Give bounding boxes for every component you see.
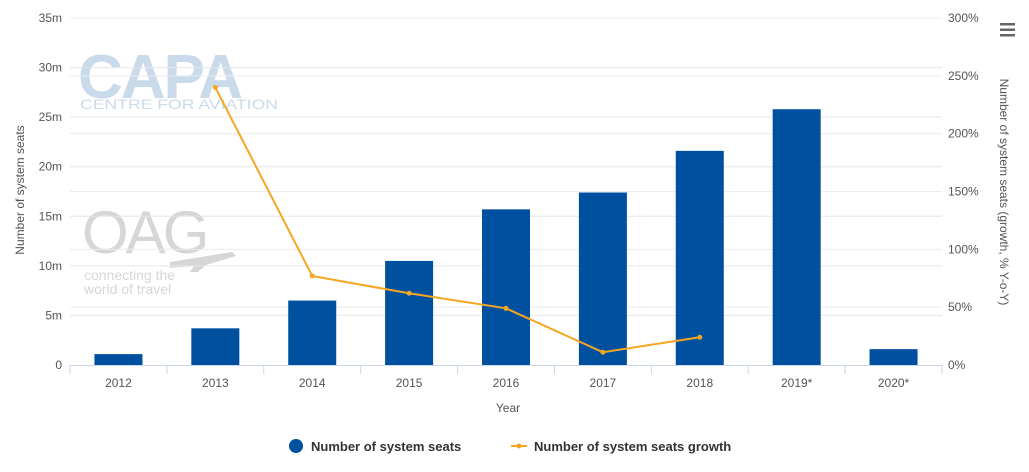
oag-logo-watermark: OAG (82, 199, 206, 266)
y2-tick-label: 0% (948, 358, 966, 372)
growth-point[interactable] (600, 349, 606, 355)
growth-point[interactable] (697, 334, 703, 340)
growth-point[interactable] (309, 273, 315, 279)
line-series (212, 84, 703, 355)
x-tick-label: 2013 (202, 376, 229, 390)
bar-series (94, 109, 918, 365)
x-tick-label: 2015 (396, 376, 423, 390)
legend-marker-growth-dot (516, 443, 522, 449)
oag-tagline-line2-watermark: world of travel (83, 281, 171, 297)
x-tick-label: 2017 (590, 376, 617, 390)
x-tick-label: 2020* (878, 376, 910, 390)
y2-tick-label: 250% (948, 69, 979, 83)
y-tick-label: 10m (39, 259, 62, 273)
y-tick-label: 5m (45, 308, 62, 322)
bar-2015[interactable] (385, 260, 434, 365)
y-tick-label: 15m (39, 209, 62, 223)
y2-tick-label: 200% (948, 127, 979, 141)
y-axis-title: Number of system seats (13, 125, 27, 254)
bar-2020*[interactable] (869, 349, 918, 365)
x-tick-label: 2018 (686, 376, 713, 390)
axes: 0 5m 10m 15m 20m 25m 30m 35m 0% 50% 100% 150% 200% 25… (39, 11, 979, 390)
y-tick-label: 20m (39, 160, 62, 174)
y2-axis-title: Number of system seats (growth, % Y-o-Y) (997, 79, 1011, 306)
bar-2016[interactable] (482, 209, 530, 365)
y2-tick-label: 150% (948, 185, 979, 199)
bar-2013[interactable] (191, 328, 240, 365)
legend-marker-seats (289, 439, 303, 453)
y-tick-label: 0 (55, 358, 62, 372)
bar-2012[interactable] (94, 354, 143, 365)
watermark-group: CAPA CENTRE FOR AVIATION OAG connecting … (78, 43, 278, 297)
growth-line-path (214, 86, 700, 354)
y-tick-label: 25m (39, 110, 62, 124)
x-tick-label: 2019* (781, 376, 813, 390)
legend-label-growth[interactable]: Number of system seats growth (534, 439, 731, 454)
legend-label-seats[interactable]: Number of system seats (311, 439, 461, 454)
capa-logo-watermark: CAPA (78, 43, 242, 112)
hamburger-menu-icon[interactable] (998, 20, 1016, 38)
x-axis-title: Year (496, 401, 520, 415)
bar-2018[interactable] (675, 150, 724, 365)
growth-point[interactable] (212, 84, 218, 90)
y-tick-label: 35m (39, 11, 62, 25)
airplane-icon (170, 252, 236, 272)
x-tick-label: 2012 (105, 376, 132, 390)
x-tick-label: 2016 (493, 376, 520, 390)
y2-tick-label: 100% (948, 242, 979, 256)
y-tick-label: 30m (39, 61, 62, 75)
y2-tick-label: 50% (948, 300, 972, 314)
growth-point[interactable] (406, 290, 412, 296)
growth-point[interactable] (503, 305, 509, 311)
capa-tagline-watermark: CENTRE FOR AVIATION (80, 96, 278, 112)
bar-2017[interactable] (578, 192, 627, 365)
oag-tagline-line1-watermark: connecting the (84, 267, 175, 283)
bar-2014[interactable] (288, 300, 337, 365)
bar-2019*[interactable] (772, 109, 821, 365)
x-tick-label: 2014 (299, 376, 326, 390)
y2-tick-label: 300% (948, 11, 979, 25)
legend[interactable]: Number of system seats Number of system … (289, 439, 731, 454)
